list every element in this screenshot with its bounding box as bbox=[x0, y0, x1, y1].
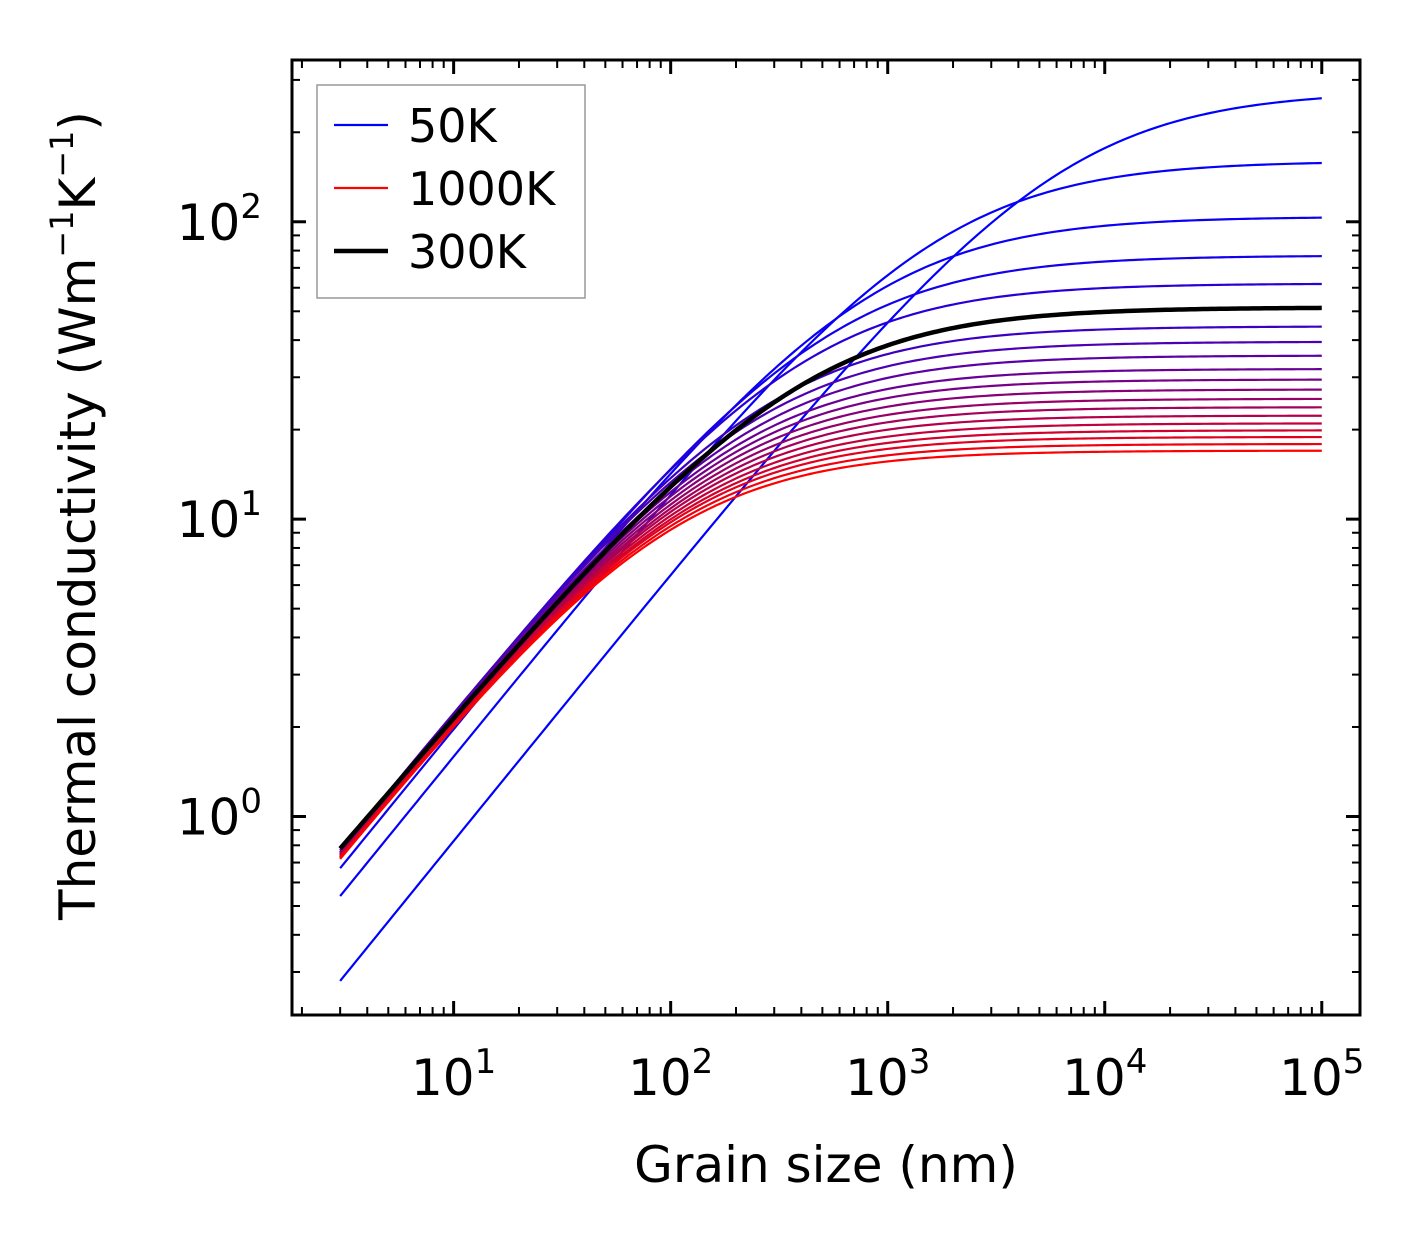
legend-label: 50K bbox=[408, 99, 499, 153]
plot-frame bbox=[290, 58, 1362, 1017]
series-line-300K bbox=[338, 305, 1322, 851]
series-line-700K bbox=[339, 406, 1322, 857]
x-tick-label: 105 bbox=[1279, 1042, 1364, 1107]
y-axis-label-sup1: −1 bbox=[43, 211, 81, 258]
series-line-800K bbox=[339, 422, 1322, 857]
series-line-50K bbox=[339, 97, 1322, 982]
legend-label: 300K bbox=[408, 225, 528, 279]
x-tick-label: 104 bbox=[1062, 1042, 1147, 1107]
series-layer bbox=[338, 97, 1322, 982]
x-tick-label: 101 bbox=[411, 1042, 496, 1107]
legend-label: 1000K bbox=[408, 162, 557, 216]
y-axis-label: Thermal conductivity (Wm−1K−1) bbox=[43, 111, 107, 921]
y-axis-label-end: ) bbox=[49, 111, 107, 131]
series-line-650K bbox=[339, 397, 1322, 856]
series-line-350K bbox=[339, 325, 1322, 851]
x-tick-label: 102 bbox=[628, 1042, 713, 1107]
x-axis-label: Grain size (nm) bbox=[634, 1136, 1018, 1194]
y-axis-label-mid: K bbox=[49, 177, 107, 211]
series-line-850K bbox=[339, 429, 1322, 858]
series-line-950K bbox=[339, 442, 1322, 859]
series-line-500K bbox=[339, 368, 1322, 853]
y-tick-label: 102 bbox=[177, 187, 262, 252]
series-line-150K bbox=[339, 216, 1322, 869]
series-line-750K bbox=[339, 414, 1322, 857]
x-tick-label: 103 bbox=[845, 1042, 930, 1107]
series-line-900K bbox=[339, 435, 1322, 858]
series-line-400K bbox=[339, 340, 1322, 851]
y-axis-label-main: Thermal conductivity (Wm bbox=[49, 258, 107, 921]
y-tick-label: 101 bbox=[177, 484, 262, 549]
legend: 50K 1000K 300K bbox=[316, 84, 586, 299]
tick-layer: 101 102 103 104 105 100 101 102 bbox=[177, 60, 1364, 1107]
legend-box bbox=[316, 84, 586, 299]
series-line-1000K bbox=[339, 449, 1322, 860]
series-line-600K bbox=[339, 388, 1322, 855]
y-tick-label: 100 bbox=[177, 781, 262, 846]
y-axis-label-sup2: −1 bbox=[43, 131, 81, 178]
